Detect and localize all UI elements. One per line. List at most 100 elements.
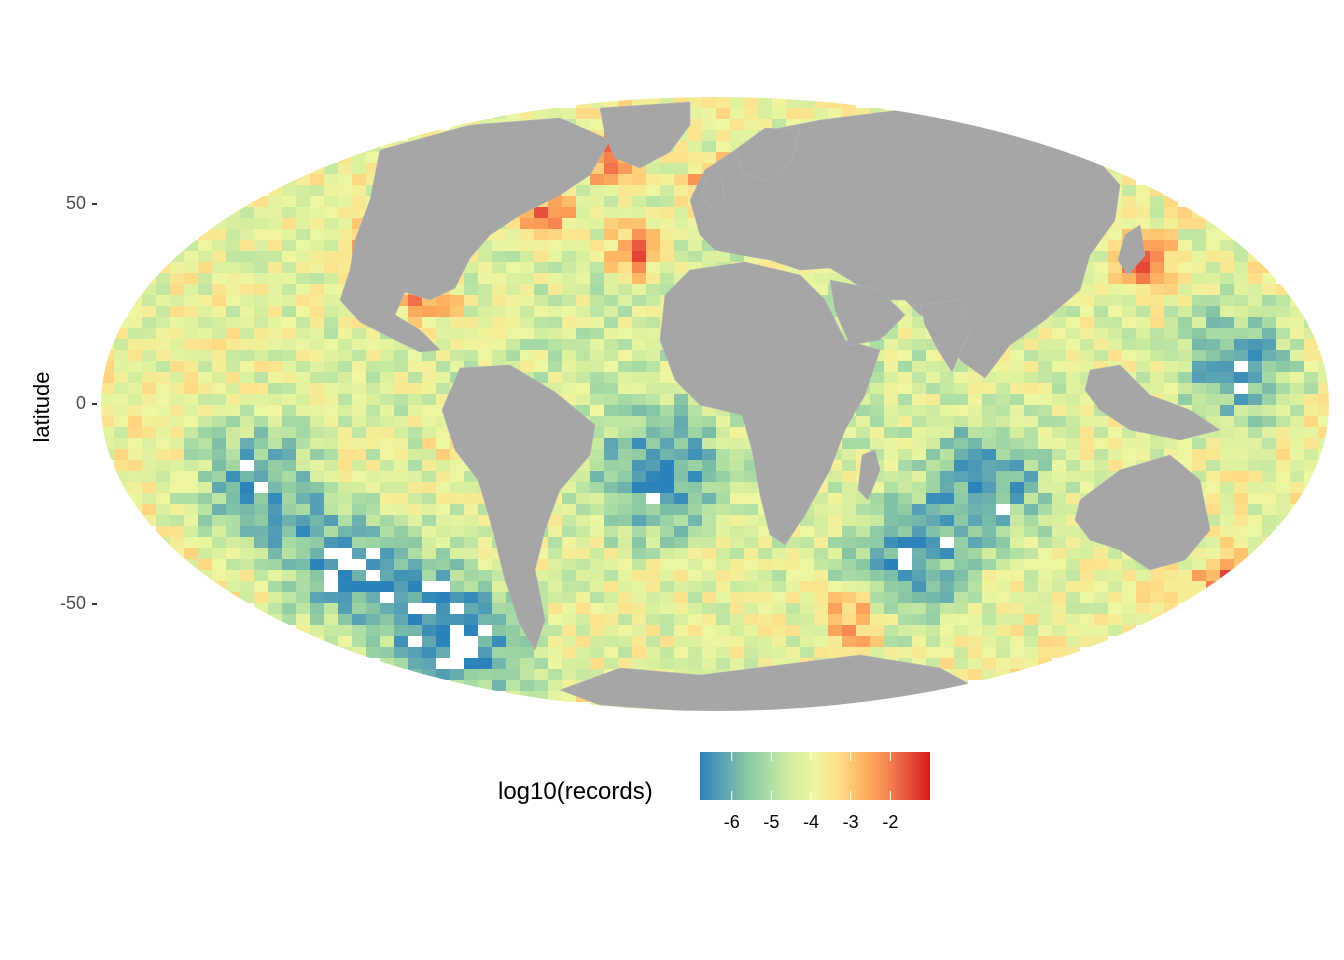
ocean-cell [548, 350, 562, 361]
ocean-cell [562, 108, 576, 119]
ocean-cell [212, 229, 226, 240]
ocean-cell [296, 471, 310, 482]
ocean-cell [1010, 339, 1024, 350]
landmass-madagascar [857, 449, 881, 501]
ocean-cell [562, 229, 576, 240]
ocean-cell [982, 625, 996, 636]
ocean-cell [744, 471, 758, 482]
ocean-cell [1038, 471, 1052, 482]
ocean-cell [184, 526, 198, 537]
ocean-cell [198, 482, 212, 493]
ocean-cell [366, 152, 380, 163]
ocean-cell [338, 229, 352, 240]
ocean-cell [618, 526, 632, 537]
ocean-cell [408, 383, 422, 394]
ocean-cell [450, 339, 464, 350]
ocean-cell [254, 394, 268, 405]
ocean-cell [184, 306, 198, 317]
ocean-cell [898, 471, 912, 482]
ocean-cell [296, 240, 310, 251]
ocean-cell [548, 372, 562, 383]
ocean-cell [310, 218, 324, 229]
ocean-cell [1234, 504, 1248, 515]
ocean-cell [240, 273, 254, 284]
ocean-cell [506, 350, 520, 361]
ocean-cell [1276, 284, 1290, 295]
ocean-cell [268, 361, 282, 372]
ocean-cell [1052, 471, 1066, 482]
ocean-cell [198, 361, 212, 372]
ocean-cell [324, 559, 338, 570]
ocean-cell [296, 306, 310, 317]
ocean-cell [884, 460, 898, 471]
ocean-cell [744, 636, 758, 647]
ocean-cell [996, 570, 1010, 581]
ocean-cell [716, 152, 730, 163]
ocean-cell [940, 636, 954, 647]
ocean-cell [464, 350, 478, 361]
ocean-cell [352, 163, 366, 174]
ocean-cell [226, 493, 240, 504]
ocean-cell [604, 570, 618, 581]
ocean-cell [1262, 449, 1276, 460]
ocean-cell [310, 229, 324, 240]
ocean-cell [492, 559, 506, 570]
ocean-cell [590, 416, 604, 427]
ocean-cell [1038, 328, 1052, 339]
ocean-cell [702, 559, 716, 570]
ocean-cell [926, 614, 940, 625]
ocean-cell [954, 603, 968, 614]
ocean-cell [128, 504, 142, 515]
ocean-cell [534, 295, 548, 306]
ocean-cell [646, 317, 660, 328]
ocean-cell [660, 152, 674, 163]
ocean-cell [296, 218, 310, 229]
ocean-cell [674, 559, 688, 570]
ocean-cell [198, 317, 212, 328]
ocean-cell [548, 537, 562, 548]
ocean-cell [982, 537, 996, 548]
ocean-cell [884, 526, 898, 537]
ocean-cell [394, 614, 408, 625]
ocean-cell [310, 339, 324, 350]
ocean-cell [772, 592, 786, 603]
ocean-cell [870, 416, 884, 427]
ocean-cell [282, 361, 296, 372]
ocean-cell [1248, 416, 1262, 427]
ocean-cell [1094, 592, 1108, 603]
ocean-cell [870, 449, 884, 460]
ocean-cell [870, 405, 884, 416]
ocean-cell [366, 526, 380, 537]
ocean-cell [436, 493, 450, 504]
ocean-cell [744, 603, 758, 614]
ocean-cell [142, 306, 156, 317]
ocean-cell [632, 493, 646, 504]
ocean-cell [128, 372, 142, 383]
ocean-cell [604, 306, 618, 317]
ocean-cell [772, 537, 786, 548]
ocean-cell [912, 658, 926, 669]
ocean-cell [352, 625, 366, 636]
ocean-cell [128, 471, 142, 482]
ocean-cell [996, 416, 1010, 427]
ocean-cell [870, 493, 884, 504]
ocean-cell [982, 493, 996, 504]
ocean-cell [422, 460, 436, 471]
ocean-cell [310, 240, 324, 251]
ocean-cell [254, 229, 268, 240]
ocean-cell [464, 669, 478, 680]
ocean-cell [101, 416, 114, 427]
ocean-cell [1122, 328, 1136, 339]
ocean-cell [954, 570, 968, 581]
ocean-cell [618, 405, 632, 416]
ocean-cell [156, 372, 170, 383]
ocean-cell [296, 438, 310, 449]
ocean-cell [226, 339, 240, 350]
ocean-cell [940, 471, 954, 482]
ocean-cell [702, 636, 716, 647]
ocean-cell [226, 405, 240, 416]
ocean-cell [506, 691, 520, 702]
ocean-cell [996, 625, 1010, 636]
ocean-cell [212, 350, 226, 361]
